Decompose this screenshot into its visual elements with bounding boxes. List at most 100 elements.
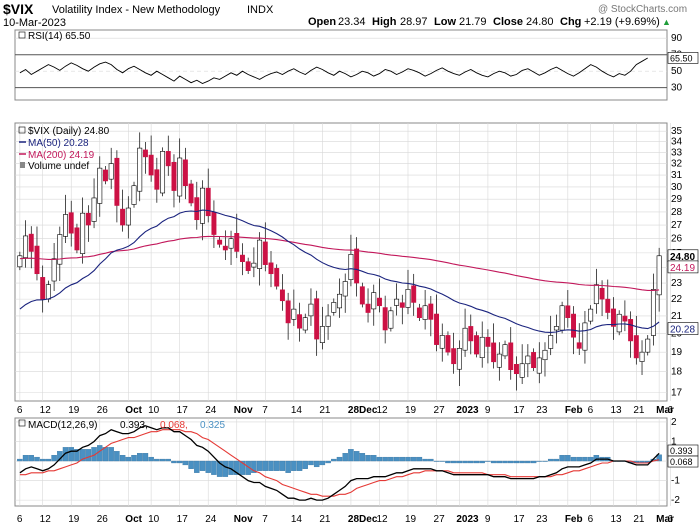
candle-body <box>451 348 457 365</box>
price-x-tick-label: 12 <box>376 405 388 416</box>
candle-body <box>474 335 479 355</box>
macd-histogram-bar <box>359 453 366 462</box>
price-y-tick-label: 23 <box>671 278 683 289</box>
rsi-line <box>19 57 648 85</box>
macd-histogram-bar <box>291 460 297 471</box>
price-y-tick-label: 17 <box>671 387 683 398</box>
macd-histogram-bar <box>182 460 189 466</box>
macd-legend: MACD(12,26,9) 0.393, 0.068, 0.325 <box>18 419 225 431</box>
macd-x-tick-label: 10 <box>148 514 160 525</box>
macd-histogram-bar <box>125 456 132 462</box>
candle-body <box>571 313 576 338</box>
price-y-tick-label: 34 <box>671 137 683 148</box>
macd-histogram-bar <box>479 460 485 464</box>
candle-body <box>576 342 582 349</box>
macd-x-tick-label: 21 <box>633 514 645 525</box>
candle-body <box>285 300 291 324</box>
price-x-tick-label: Mar <box>656 405 674 416</box>
signal-value-tag-box <box>667 455 699 468</box>
macd-histogram-bar <box>331 458 337 462</box>
price-x-tick-label: 19 <box>405 405 417 416</box>
candle-body <box>428 303 434 320</box>
macd-histogram-bar <box>119 455 126 462</box>
macd-histogram-bar <box>565 455 571 462</box>
price-x-tick-label: 10 <box>148 405 160 416</box>
macd-x-tick-label: 14 <box>291 514 303 525</box>
chg-value: +2.19 (+9.69%) <box>584 16 660 28</box>
macd-histogram-bar <box>211 460 217 475</box>
macd-legend-swatch-icon <box>18 419 26 427</box>
price-x-tick-label: 6 <box>588 405 594 416</box>
macd-histogram-bar <box>553 458 560 462</box>
macd-legend-histogram: 0.325 <box>200 420 225 431</box>
macd-histogram-bar <box>445 460 451 464</box>
macd-histogram-bar <box>194 460 200 473</box>
price-y-tick-label: 29 <box>671 194 683 205</box>
price-x-tick-label: 9 <box>485 405 491 416</box>
ma200-tag-text: 24.19 <box>670 263 695 274</box>
close-label: Close <box>493 16 523 28</box>
candle-body <box>222 245 228 251</box>
rsi-y-tick-label: 90 <box>671 33 683 44</box>
price-x-tick-label: 17 <box>177 405 189 416</box>
candle-body <box>559 305 565 331</box>
candle-body <box>382 307 388 331</box>
candle-body <box>200 187 205 224</box>
macd-histogram-bar <box>325 460 331 464</box>
macd-histogram-bar <box>79 449 86 462</box>
candle-body <box>262 241 268 265</box>
candle-body <box>485 336 491 347</box>
macd-histogram-bar <box>296 460 303 471</box>
candle-body <box>97 167 103 204</box>
price-y-tick-label: 21 <box>671 311 683 322</box>
macd-histogram-bar <box>188 460 194 469</box>
macd-x-tick-label: 28Dec <box>348 514 378 525</box>
candle-body <box>165 151 171 167</box>
macd-histogram-bar <box>302 460 308 469</box>
rsi-latest-box <box>667 52 699 64</box>
macd-histogram-bar <box>285 460 291 473</box>
volume-legend-text: Volume undef <box>28 161 89 172</box>
price-y-tick-label: 18 <box>671 367 683 378</box>
macd-histogram-bar <box>542 460 548 462</box>
candle-body <box>257 239 263 269</box>
candle-body <box>348 254 354 280</box>
candle-body <box>513 364 519 375</box>
candle-body <box>553 326 559 331</box>
candle-body <box>154 169 160 190</box>
candle-body <box>611 308 616 327</box>
macd-histogram-bar <box>348 449 354 462</box>
candle-body <box>456 348 462 370</box>
macd-histogram-bar <box>382 456 388 462</box>
macd-histogram-bar <box>462 460 468 464</box>
candle-body <box>182 159 188 187</box>
candle-body <box>302 317 308 331</box>
candle-body <box>142 149 148 158</box>
candle-body <box>365 303 371 313</box>
candle-body <box>502 344 508 357</box>
price-x-tick-label: 17 <box>513 405 525 416</box>
macd-histogram-bar <box>273 460 280 471</box>
macd-x-tick-label: 17 <box>177 514 189 525</box>
macd-histogram-bar <box>222 460 229 477</box>
axis-labels: 3050709065.50171819202122232425262728293… <box>17 33 699 525</box>
macd-x-tick-label: Mar <box>656 514 674 525</box>
candle-body <box>80 212 86 254</box>
candle-body <box>148 154 154 176</box>
rsi-legend-text: RSI(14) 65.50 <box>28 31 91 42</box>
price-x-tick-label: 6 <box>17 405 23 416</box>
candle-body <box>422 305 428 320</box>
macd-histogram-bar <box>62 447 69 462</box>
macd-histogram-bar <box>559 455 565 462</box>
price-x-tick-label: Feb <box>565 405 583 416</box>
macd-histogram-bar <box>439 460 445 462</box>
candle-body <box>74 227 80 251</box>
macd-histogram-bar <box>234 460 240 475</box>
candle-body <box>28 233 34 252</box>
macd-histogram-bar <box>131 455 137 462</box>
macd-histogram-bar <box>416 456 423 462</box>
macd-histogram-bar <box>422 458 428 462</box>
price-x-tick-label: 12 <box>40 405 52 416</box>
price-legend-main: $VIX (Daily) 24.80 <box>28 126 110 137</box>
low-value: 21.79 <box>459 16 487 28</box>
